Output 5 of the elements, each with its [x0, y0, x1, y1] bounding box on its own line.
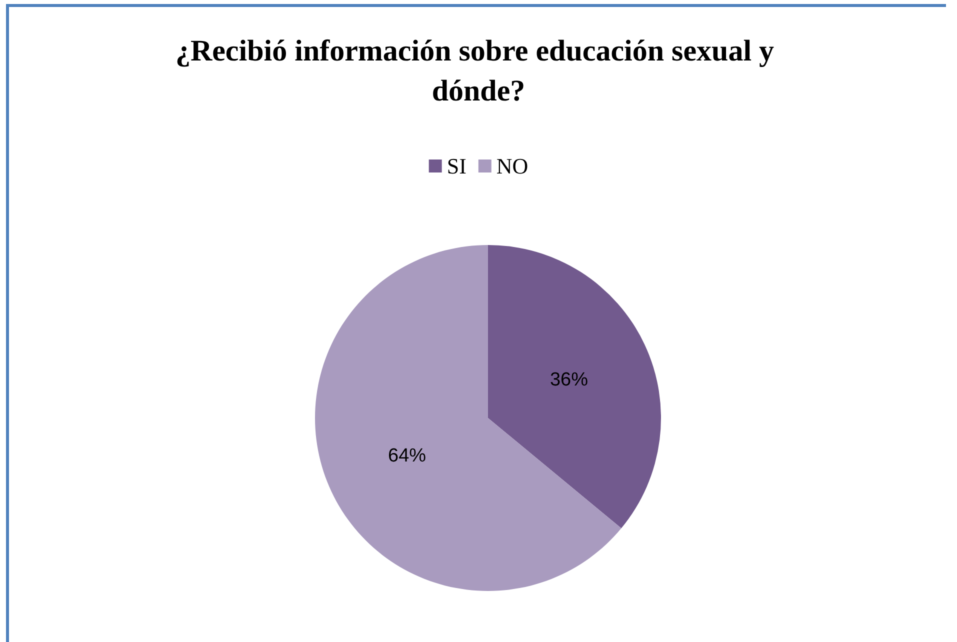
- legend-label: NO: [496, 154, 528, 178]
- data-label: 36%: [550, 369, 588, 390]
- chart-title: ¿Recibió información sobre educación sexual y dónde?: [175, 34, 782, 108]
- legend-label: SI: [446, 154, 466, 178]
- data-label: 64%: [388, 446, 426, 467]
